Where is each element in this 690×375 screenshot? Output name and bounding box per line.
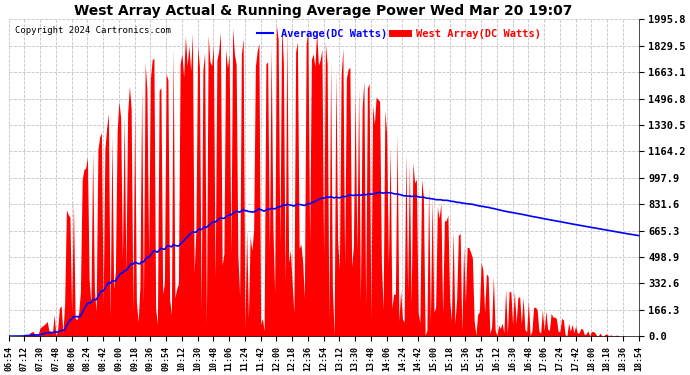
Text: Copyright 2024 Cartronics.com: Copyright 2024 Cartronics.com	[15, 26, 171, 34]
Legend: Average(DC Watts), West Array(DC Watts): Average(DC Watts), West Array(DC Watts)	[253, 24, 546, 43]
Title: West Array Actual & Running Average Power Wed Mar 20 19:07: West Array Actual & Running Average Powe…	[75, 4, 573, 18]
